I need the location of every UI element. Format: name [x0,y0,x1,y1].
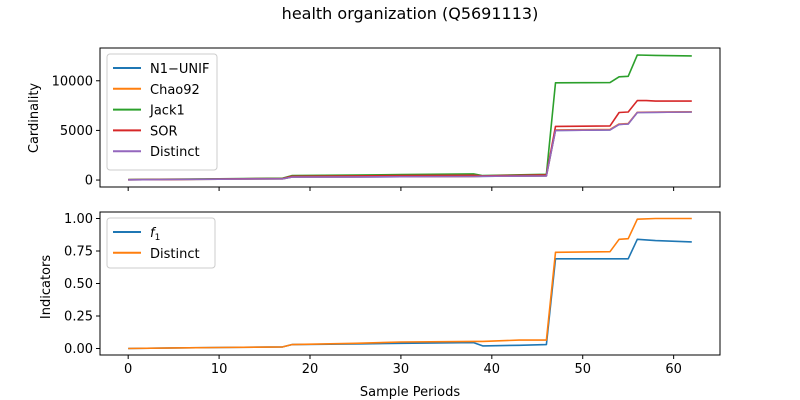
cardinality-axes-frame [99,47,721,188]
x-tick-label: 60 [665,362,682,377]
indicators-ticks: 0 10 20 30 40 50 60 0.00 0.25 0.50 0.75 1.00 [64,212,682,377]
y-tick-label: 0.00 [64,342,93,357]
legend-box [106,217,216,269]
series-line-distinct [128,217,692,350]
xlabel-sample-periods: Sample Periods [360,385,460,400]
x-tick-label: 50 [574,362,591,377]
legend-label-distinct: Distinct [150,145,200,160]
figure-title: health organization (Q5691113) [282,4,539,23]
legend-label-n1-unif: N1−UNIF [150,62,209,77]
ylabel-cardinality: Cardinality [27,83,42,154]
indicators-axes-frame [99,211,721,356]
indicators-series-lines [128,217,692,350]
cardinality-ticks: 0 5000 10000 [52,74,675,191]
y-tick-label: 0.75 [64,245,93,260]
y-tick-label: 5000 [60,124,93,139]
legend-label-jack1: Jack1 [149,104,185,119]
y-tick-label: 0.25 [64,310,93,325]
cardinality-panel: Cardinality 0 5000 10000 N1−UNIF Chao92 Jack… [27,47,721,191]
x-tick-label: 40 [484,362,501,377]
y-tick-label: 0.50 [64,277,93,292]
y-tick-label: 1.00 [64,212,93,227]
indicators-legend: f1 Distinct [106,217,216,269]
legend-box [106,53,218,171]
legend-label-distinct: Distinct [150,247,200,262]
legend-label-sor: SOR [150,124,178,139]
series-line-distinct [128,111,692,181]
y-tick-label: 0 [85,174,93,189]
legend-label-chao92: Chao92 [150,83,200,98]
cardinality-series-lines [128,54,692,181]
x-tick-label: 10 [211,362,228,377]
y-tick-label: 10000 [52,74,93,89]
cardinality-legend: N1−UNIF Chao92 Jack1 SOR Distinct [106,53,218,171]
x-tick-label: 20 [302,362,319,377]
legend-label-f1: f1 [150,226,160,243]
ylabel-indicators: Indicators [39,255,54,319]
indicators-panel: Indicators Sample Periods 0 10 20 30 40 50 600… [39,211,721,400]
x-tick-label: 30 [393,362,410,377]
x-tick-label: 0 [124,362,132,377]
